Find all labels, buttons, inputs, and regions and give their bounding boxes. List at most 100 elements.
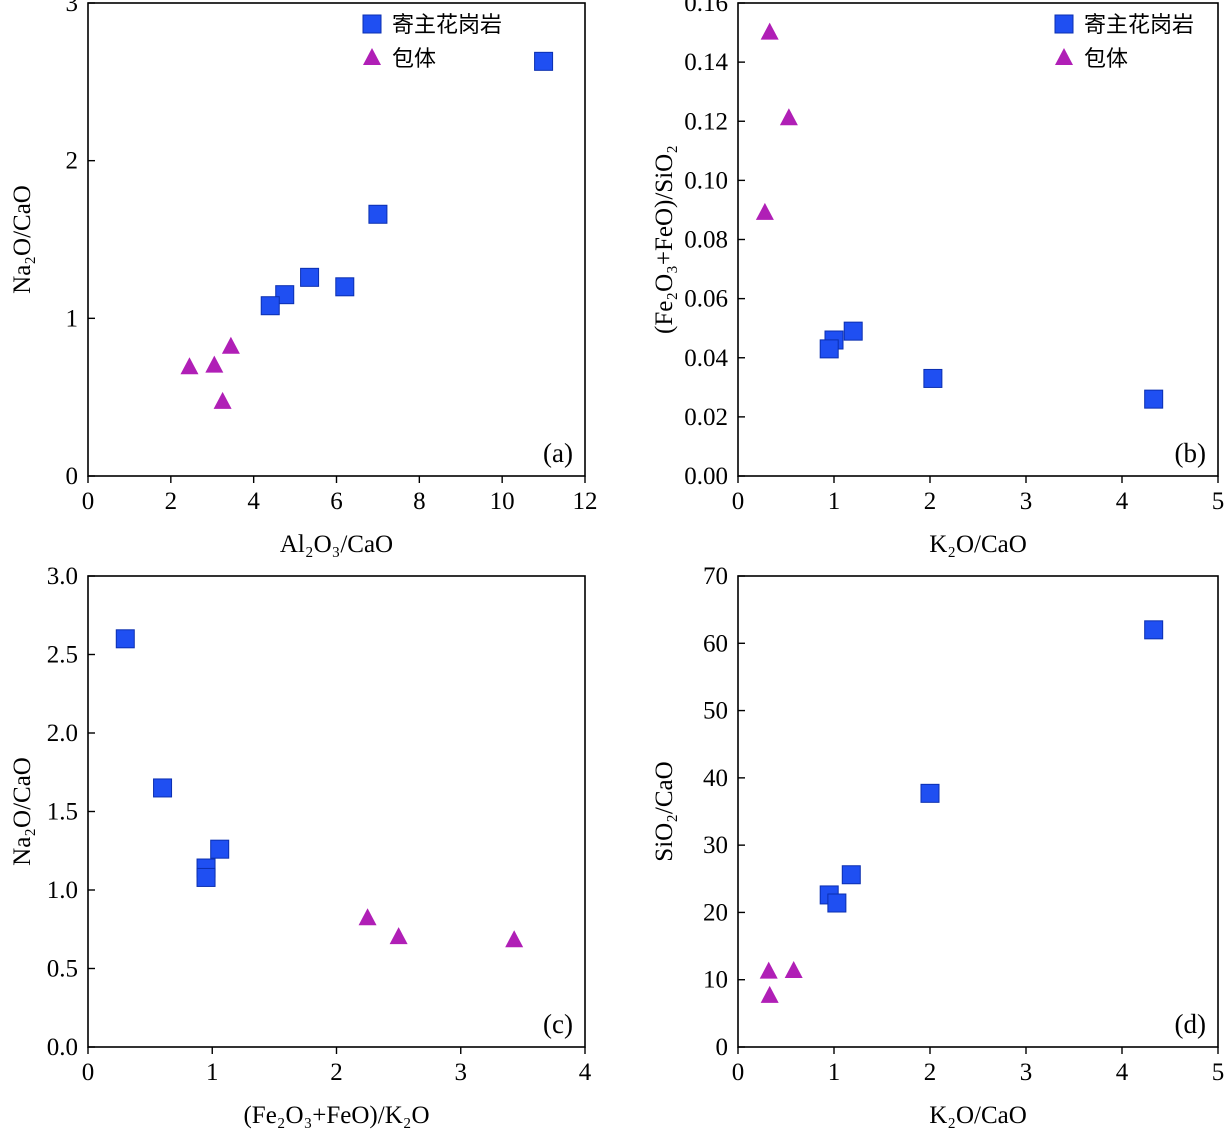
granite-point xyxy=(153,778,173,798)
panel-label: (d) xyxy=(1175,1009,1206,1039)
y-tick-label: 0 xyxy=(716,1034,729,1061)
granite-point xyxy=(210,839,230,859)
y-tick-label: 3 xyxy=(66,0,79,17)
x-tick-label: 3 xyxy=(1020,1059,1033,1086)
enclave-point xyxy=(759,961,778,979)
y-tick-label: 0.10 xyxy=(684,167,728,194)
legend-triangle-marker xyxy=(363,48,381,65)
x-tick-label: 1 xyxy=(828,488,841,515)
y-tick-label: 60 xyxy=(703,630,728,657)
y-tick-label: 0.08 xyxy=(684,227,728,254)
granite-point xyxy=(300,267,320,287)
legend-label-enclave: 包体 xyxy=(392,47,436,72)
x-tick-label: 5 xyxy=(1212,488,1225,515)
y-tick-label: 0.00 xyxy=(684,463,728,490)
x-tick-label: 4 xyxy=(579,1059,592,1086)
x-tick-label: 0 xyxy=(732,488,745,515)
y-tick-label: 1.5 xyxy=(47,799,78,826)
plot-frame xyxy=(737,575,1219,1048)
x-tick-label: 5 xyxy=(1212,1059,1225,1086)
y-tick-label: 1 xyxy=(66,305,79,332)
granite-point xyxy=(827,893,847,913)
y-tick-label: 40 xyxy=(703,765,728,792)
granite-point xyxy=(534,51,554,71)
granite-point xyxy=(335,277,355,297)
y-tick-label: 2 xyxy=(66,148,79,175)
y-tick-label: 0.02 xyxy=(684,404,728,431)
x-tick-label: 3 xyxy=(455,1059,468,1086)
enclave-point xyxy=(755,202,774,220)
granite-point xyxy=(843,321,863,341)
x-tick-label: 0 xyxy=(82,488,95,515)
granite-point xyxy=(1144,389,1164,409)
x-tick-label: 2 xyxy=(924,1059,937,1086)
legend-label-granite: 寄主花岗岩 xyxy=(1084,13,1194,38)
granite-point xyxy=(819,339,839,359)
x-tick-label: 0 xyxy=(82,1059,95,1086)
enclave-point xyxy=(358,908,377,926)
granite-point xyxy=(368,204,388,224)
y-tick-label: 0.5 xyxy=(47,956,78,983)
granite-point xyxy=(923,368,943,388)
panel-label: (b) xyxy=(1175,438,1206,468)
y-tick-label: 2.0 xyxy=(47,720,78,747)
legend-triangle-marker xyxy=(1055,48,1073,65)
y-axis-title: SiO₂/CaO xyxy=(651,761,678,861)
plot-frame xyxy=(87,575,586,1048)
enclave-point xyxy=(505,930,524,948)
y-tick-label: 50 xyxy=(703,698,728,725)
panel-label: (a) xyxy=(543,438,573,468)
y-axis-title: Na₂O/CaO xyxy=(9,185,36,294)
y-axis-title: Na₂O/CaO xyxy=(9,757,36,866)
legend-label-enclave: 包体 xyxy=(1084,47,1128,72)
x-tick-label: 2 xyxy=(330,1059,343,1086)
y-tick-label: 0.0 xyxy=(47,1034,78,1061)
x-tick-label: 8 xyxy=(413,488,426,515)
enclave-point xyxy=(760,22,779,40)
panel-label: (c) xyxy=(543,1009,573,1039)
granite-point xyxy=(196,867,216,887)
y-tick-label: 20 xyxy=(703,899,728,926)
granite-point xyxy=(260,296,280,316)
x-tick-label: 4 xyxy=(1116,1059,1129,1086)
y-tick-label: 30 xyxy=(703,832,728,859)
legend-label-granite: 寄主花岗岩 xyxy=(392,13,502,38)
granite-point xyxy=(1144,620,1164,640)
y-tick-label: 70 xyxy=(703,563,728,590)
x-tick-label: 0 xyxy=(732,1059,745,1086)
enclave-point xyxy=(180,357,199,375)
x-tick-label: 12 xyxy=(573,488,598,515)
enclave-point xyxy=(389,927,408,945)
x-tick-label: 2 xyxy=(165,488,178,515)
x-tick-label: 2 xyxy=(924,488,937,515)
x-tick-label: 10 xyxy=(490,488,515,515)
x-tick-label: 3 xyxy=(1020,488,1033,515)
y-tick-label: 0.16 xyxy=(684,0,728,17)
x-axis-title: K₂O/CaO xyxy=(929,1102,1027,1129)
granite-point xyxy=(115,629,135,649)
plot-frame xyxy=(87,2,586,477)
x-tick-label: 4 xyxy=(247,488,260,515)
granite-point xyxy=(841,865,861,885)
y-tick-label: 0.04 xyxy=(684,345,728,372)
y-tick-label: 0.12 xyxy=(684,108,728,135)
x-axis-title: (Fe₂O₃+FeO)/K₂O xyxy=(243,1102,429,1129)
granite-point xyxy=(275,285,295,305)
x-tick-label: 4 xyxy=(1116,488,1129,515)
legend-square-marker xyxy=(1054,14,1074,34)
y-tick-label: 10 xyxy=(703,967,728,994)
y-tick-label: 0.14 xyxy=(684,49,728,76)
x-axis-title: K₂O/CaO xyxy=(929,531,1027,558)
y-tick-label: 1.0 xyxy=(47,877,78,904)
x-tick-label: 1 xyxy=(206,1059,219,1086)
y-tick-label: 0.06 xyxy=(684,286,728,313)
granite-point xyxy=(920,783,940,803)
enclave-point xyxy=(779,108,798,126)
enclave-point xyxy=(760,985,779,1003)
enclave-point xyxy=(221,336,240,354)
x-axis-title: Al₂O₃/CaO xyxy=(280,531,393,558)
x-tick-label: 1 xyxy=(828,1059,841,1086)
panel-b: 0 1 2 3 4 5 0.00 0.02 0.04 0.06 0.08 0.10 0.12 0.14 0.… xyxy=(651,0,1224,558)
